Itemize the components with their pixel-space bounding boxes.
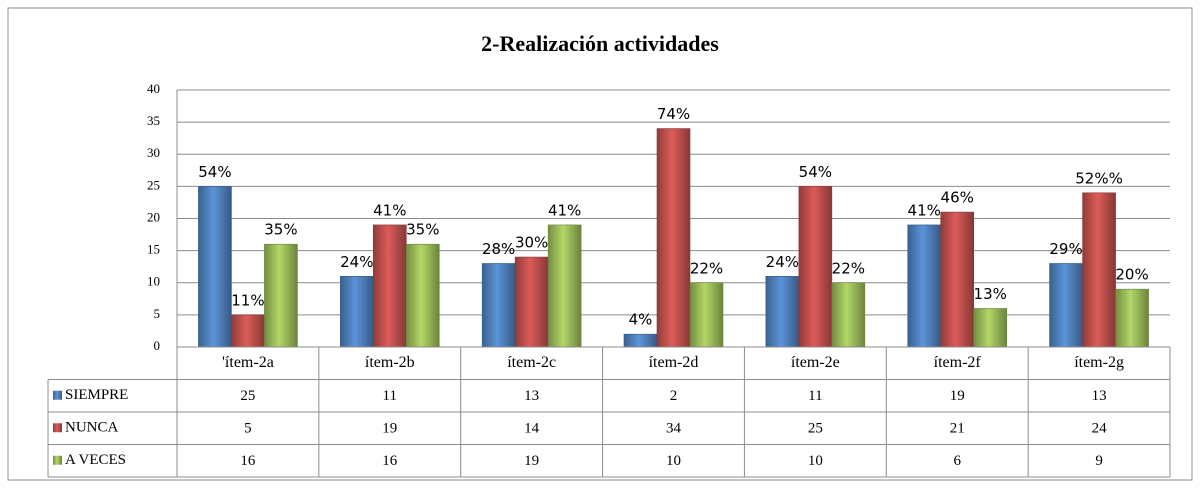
y-tick-label: 0 xyxy=(154,338,161,353)
y-tick-label: 5 xyxy=(154,306,161,321)
data-label: 24% xyxy=(766,253,799,271)
data-label: 29% xyxy=(1049,240,1082,258)
data-label: 74% xyxy=(657,105,690,123)
table-value: 14 xyxy=(524,421,540,437)
table-value: 19 xyxy=(950,388,965,404)
table-value: 9 xyxy=(1095,453,1103,469)
table-value: 10 xyxy=(808,453,823,469)
table-value: 21 xyxy=(950,421,965,437)
data-label: 13% xyxy=(974,285,1007,303)
bar xyxy=(689,282,724,348)
bar xyxy=(1082,192,1116,348)
table-value: 25 xyxy=(240,388,255,404)
data-label: 28% xyxy=(482,240,515,258)
legend-label: SIEMPRE xyxy=(65,387,128,403)
y-tick-label: 40 xyxy=(147,81,160,96)
chart-title: 2-Realización actividades xyxy=(481,31,719,56)
legend-label: NUNCA xyxy=(65,420,119,436)
bar xyxy=(907,224,942,348)
data-label: 22% xyxy=(690,259,723,277)
table-value: 16 xyxy=(382,453,398,469)
y-tick-label: 30 xyxy=(147,145,160,160)
data-label: 41% xyxy=(373,201,406,219)
bar xyxy=(1115,288,1149,348)
table-value: 10 xyxy=(666,453,681,469)
bar xyxy=(547,224,582,348)
data-label: 41% xyxy=(908,201,941,219)
x-tick-label: ítem-2e xyxy=(791,354,840,371)
table-value: 16 xyxy=(240,453,256,469)
x-tick-label: ítem-2b xyxy=(365,354,415,371)
data-label: 4% xyxy=(629,311,653,329)
x-tick-label: ítem-2c xyxy=(507,354,556,371)
table-value: 6 xyxy=(953,453,961,469)
table-value: 11 xyxy=(808,388,822,404)
bar xyxy=(831,282,866,348)
data-label: 46% xyxy=(941,189,974,207)
bar xyxy=(339,276,374,348)
data-label: 41% xyxy=(548,201,581,219)
bar xyxy=(765,276,800,348)
bar xyxy=(798,186,833,348)
legend-label: A VECES xyxy=(65,452,126,468)
table-value: 11 xyxy=(383,388,397,404)
table-value: 34 xyxy=(666,421,682,437)
table-value: 5 xyxy=(244,421,252,437)
y-tick-label: 25 xyxy=(147,177,160,192)
bar xyxy=(656,128,691,348)
bar xyxy=(405,243,440,348)
bar xyxy=(514,256,549,348)
legend-key xyxy=(53,390,62,400)
bar xyxy=(623,333,658,348)
data-label: 30% xyxy=(515,234,548,252)
table-value: 13 xyxy=(524,388,539,404)
table-value: 13 xyxy=(1092,388,1107,404)
data-label: 35% xyxy=(264,221,297,239)
data-label: 24% xyxy=(340,253,373,271)
y-tick-label: 35 xyxy=(147,113,160,128)
data-label: 20% xyxy=(1115,266,1148,284)
data-label: 54% xyxy=(198,163,231,181)
x-tick-label: ítem-2g xyxy=(1074,354,1124,371)
y-tick-label: 20 xyxy=(147,209,160,224)
x-tick-label: 'ítem-2a xyxy=(222,354,274,371)
table-value: 2 xyxy=(670,388,678,404)
y-tick-label: 10 xyxy=(147,274,160,289)
bar xyxy=(481,263,516,348)
legend-key xyxy=(53,455,62,465)
data-label: 54% xyxy=(799,163,832,181)
data-label: 35% xyxy=(406,221,439,239)
data-label: 52%% xyxy=(1075,169,1123,187)
table-value: 25 xyxy=(808,421,823,437)
legend-key xyxy=(53,423,62,433)
x-tick-label: ítem-2d xyxy=(649,354,699,371)
bar xyxy=(973,308,1008,348)
bar xyxy=(940,211,975,348)
bar xyxy=(198,186,232,348)
table-value: 19 xyxy=(524,453,539,469)
bar xyxy=(231,314,265,348)
bar xyxy=(264,243,298,348)
table-value: 24 xyxy=(1092,421,1108,437)
bar xyxy=(372,224,407,348)
data-label: 22% xyxy=(832,259,865,277)
y-tick-label: 15 xyxy=(147,242,160,257)
bar xyxy=(1049,263,1083,348)
x-tick-label: ítem-2f xyxy=(934,354,982,371)
chart-frame xyxy=(7,7,1193,481)
data-label: 11% xyxy=(231,291,264,309)
table-value: 19 xyxy=(382,421,397,437)
